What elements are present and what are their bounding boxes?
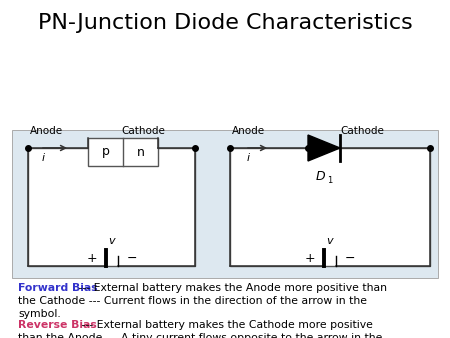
Text: i: i: [247, 153, 250, 163]
Text: Anode: Anode: [30, 126, 63, 136]
Bar: [12, 130, 438, 278]
Text: --- External battery makes the Anode more positive than: --- External battery makes the Anode mor…: [75, 283, 387, 293]
Bar: [230, 148, 430, 266]
Text: +: +: [86, 251, 97, 265]
Text: Forward Bias: Forward Bias: [18, 283, 98, 293]
Polygon shape: [308, 135, 340, 161]
Text: PN-Junction Diode Characteristics: PN-Junction Diode Characteristics: [38, 13, 412, 33]
Text: Cathode: Cathode: [340, 126, 384, 136]
Text: D: D: [316, 170, 326, 183]
Text: v: v: [327, 236, 333, 246]
Text: −: −: [126, 251, 137, 265]
Text: p: p: [102, 145, 109, 159]
Text: 1: 1: [327, 176, 332, 185]
Text: the Cathode --- Current flows in the direction of the arrow in the: the Cathode --- Current flows in the dir…: [18, 296, 367, 306]
Text: --- External battery makes the Cathode more positive: --- External battery makes the Cathode m…: [78, 320, 373, 330]
Text: v: v: [108, 236, 115, 246]
Bar: [88, 138, 158, 166]
Text: −: −: [345, 251, 355, 265]
Text: i: i: [42, 153, 45, 163]
Text: than the Anode --- A tiny current flows opposite to the arrow in the: than the Anode --- A tiny current flows …: [18, 333, 382, 338]
Text: +: +: [305, 251, 315, 265]
Text: Reverse Bias: Reverse Bias: [18, 320, 97, 330]
Text: symbol.: symbol.: [18, 309, 61, 319]
Text: Cathode: Cathode: [121, 126, 165, 136]
Text: Anode: Anode: [232, 126, 265, 136]
Text: n: n: [136, 145, 144, 159]
Bar: [28, 148, 195, 266]
